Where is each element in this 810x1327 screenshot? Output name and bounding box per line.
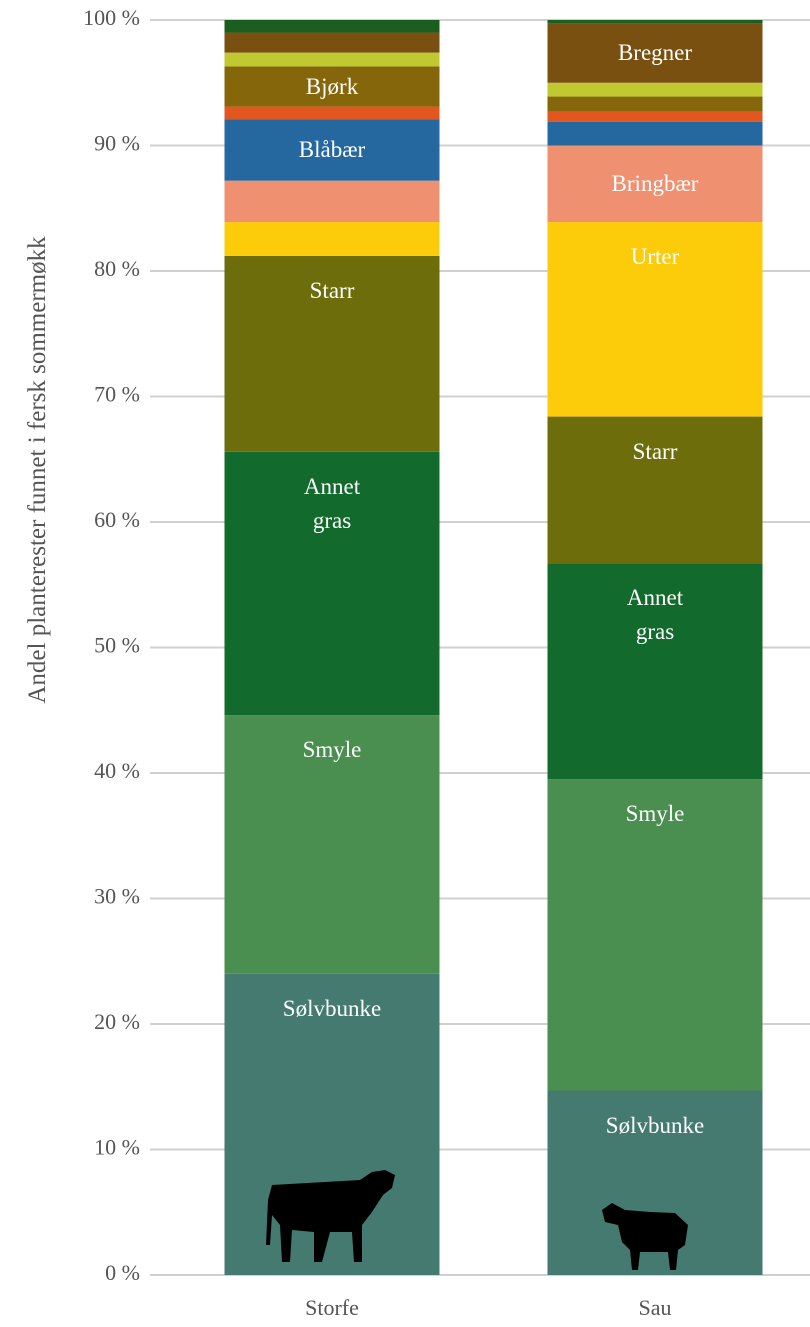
segment-label: Blåbær <box>298 136 366 162</box>
bar-segment <box>224 255 440 452</box>
segment-label: Bjørk <box>305 73 359 99</box>
bar-segment <box>224 52 440 67</box>
bar-segment <box>547 145 763 223</box>
bar-segment <box>547 20 763 24</box>
bar-segment <box>547 121 763 146</box>
bar-segment <box>547 82 763 97</box>
segment-label: Smyle <box>302 737 362 763</box>
x-tick-label: Sau <box>639 1295 672 1320</box>
segment-label: Starr <box>309 277 355 303</box>
bar-segment <box>224 66 440 107</box>
y-tick-label: 40 % <box>94 758 140 783</box>
bar-segment <box>547 96 763 112</box>
y-tick-label: 0 % <box>105 1260 140 1285</box>
segment-label: Sølvbunke <box>605 1112 705 1138</box>
y-tick-label: 30 % <box>94 884 140 909</box>
bar-segment <box>224 180 440 223</box>
segment-label: Sølvbunke <box>282 995 382 1021</box>
y-tick-label: 90 % <box>94 131 140 156</box>
y-tick-label: 50 % <box>94 633 140 658</box>
bar-segment <box>224 222 440 256</box>
bar-segment <box>224 451 440 716</box>
y-tick-label: 80 % <box>94 256 140 281</box>
segment-label: Annet gras <box>303 473 361 533</box>
y-tick-label: 70 % <box>94 382 140 407</box>
y-axis-title: Andel planterester funnet i fersk sommer… <box>24 236 51 704</box>
segment-label: Smyle <box>625 801 685 827</box>
segment-label: Bregner <box>617 40 693 66</box>
bar-segment <box>224 715 440 974</box>
bar-segment <box>547 23 763 83</box>
y-tick-label: 10 % <box>94 1135 140 1160</box>
bar-segment <box>224 20 440 33</box>
bar-segment <box>224 119 440 181</box>
segment-label: Bringbær <box>611 170 699 196</box>
y-tick-label: 100 % <box>83 5 140 30</box>
segment-label: Starr <box>632 438 678 464</box>
y-tick-label: 20 % <box>94 1009 140 1034</box>
bar-segment <box>224 106 440 120</box>
bar-segment <box>547 416 763 564</box>
x-tick-label: Storfe <box>305 1295 359 1320</box>
bar-segment <box>224 32 440 53</box>
y-tick-label: 60 % <box>94 507 140 532</box>
bar-segment <box>547 779 763 1091</box>
bar-segment <box>547 563 763 780</box>
bar-segment <box>547 222 763 417</box>
segment-label: Urter <box>630 244 680 270</box>
bar-segment <box>547 111 763 122</box>
segment-label: Annet gras <box>626 585 684 645</box>
